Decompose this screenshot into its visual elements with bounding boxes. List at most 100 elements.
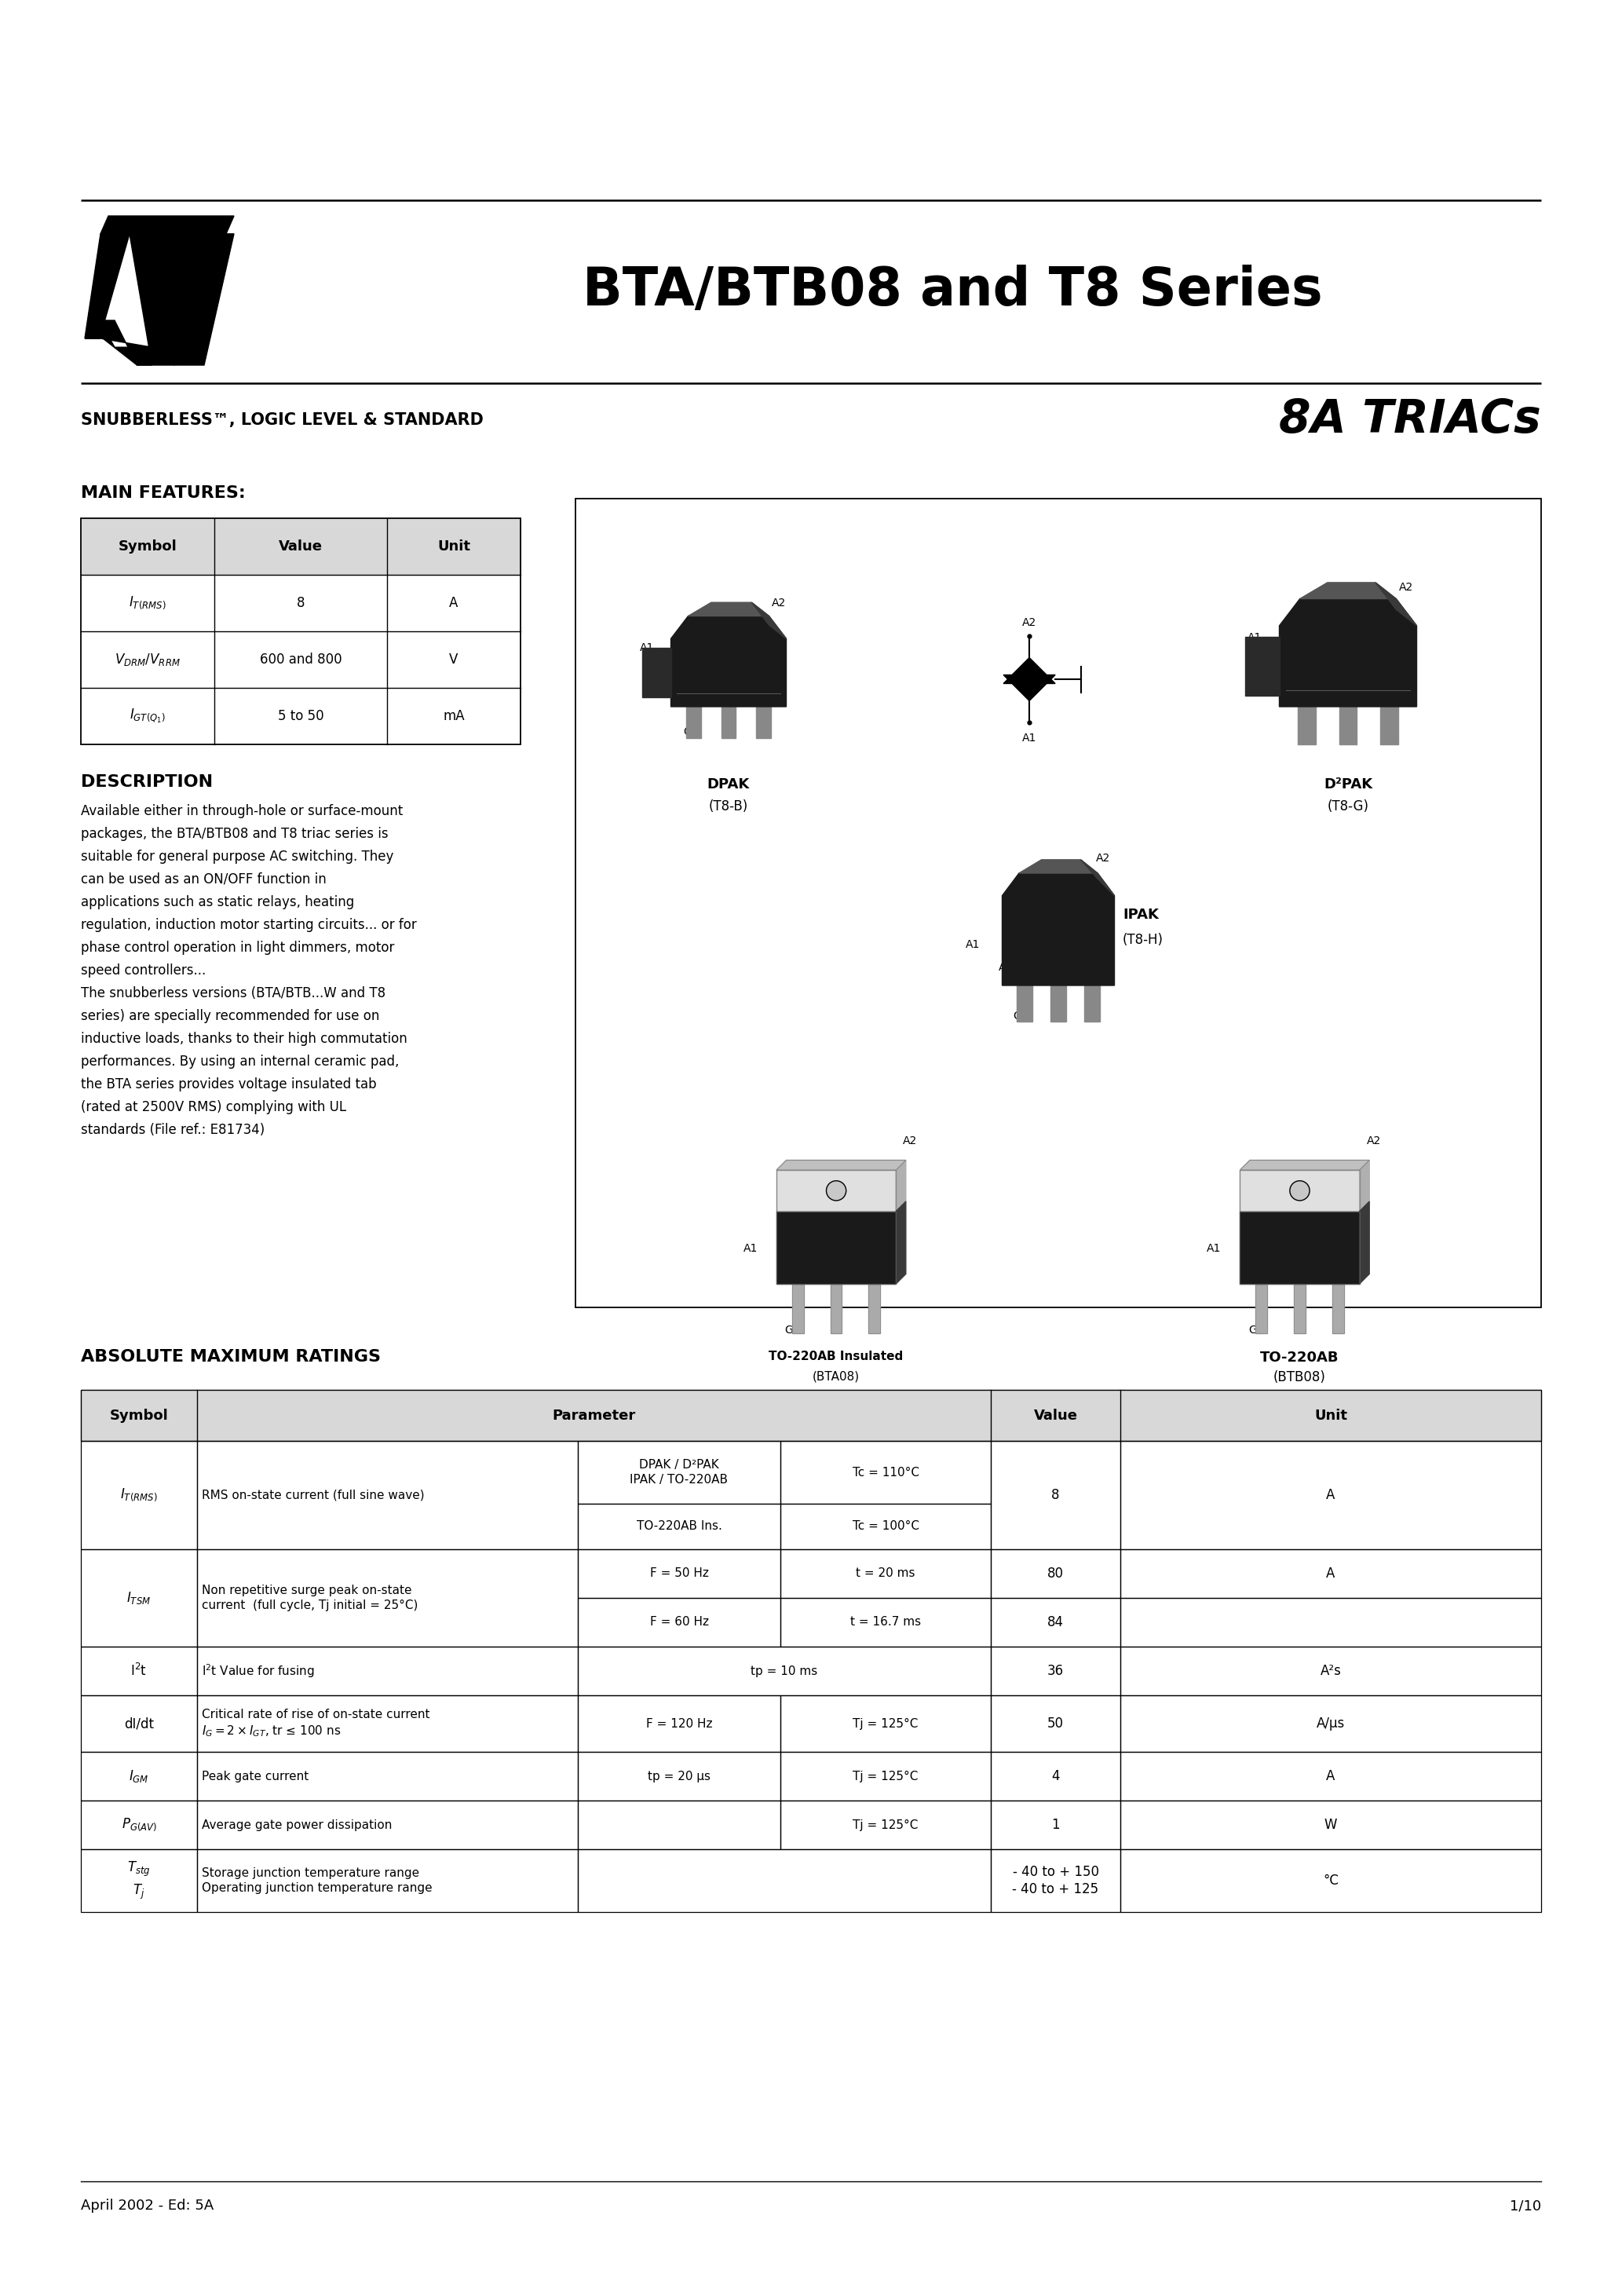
Text: 600 and 800: 600 and 800	[260, 652, 342, 666]
Bar	[81, 519, 521, 744]
Bar	[196, 1694, 577, 1752]
Bar	[577, 1442, 780, 1504]
Text: D²PAK: D²PAK	[1324, 778, 1372, 792]
Text: Available either in through-hole or surface-mount: Available either in through-hole or surf…	[81, 804, 402, 817]
Polygon shape	[1004, 657, 1056, 684]
Bar	[81, 1550, 196, 1646]
Text: Tj = 125°C: Tj = 125°C	[853, 1770, 918, 1782]
Text: A2: A2	[783, 1265, 795, 1274]
Text: A2: A2	[999, 962, 1011, 974]
Bar	[1121, 1550, 1541, 1598]
Bar	[577, 1694, 780, 1752]
Bar	[780, 1598, 991, 1646]
Bar	[196, 1752, 577, 1800]
Text: G: G	[1249, 1325, 1257, 1336]
Polygon shape	[688, 602, 769, 615]
Text: Unit: Unit	[438, 540, 470, 553]
Text: 5 to 50: 5 to 50	[277, 709, 324, 723]
Text: A2: A2	[1022, 618, 1036, 629]
Text: (T8-B): (T8-B)	[709, 799, 748, 813]
Text: SNUBBERLESS™, LOGIC LEVEL & STANDARD: SNUBBERLESS™, LOGIC LEVEL & STANDARD	[81, 413, 483, 427]
Polygon shape	[895, 1159, 905, 1212]
Text: Value: Value	[1033, 1407, 1077, 1424]
Bar	[81, 1800, 196, 1848]
Text: DESCRIPTION: DESCRIPTION	[81, 774, 212, 790]
Text: Tc = 110°C: Tc = 110°C	[852, 1467, 920, 1479]
Bar	[577, 1646, 991, 1694]
Polygon shape	[1239, 1171, 1359, 1212]
Text: RMS on-state current (full sine wave): RMS on-state current (full sine wave)	[201, 1490, 425, 1502]
Polygon shape	[1332, 1283, 1343, 1334]
Text: F = 120 Hz: F = 120 Hz	[646, 1717, 712, 1729]
Text: applications such as static relays, heating: applications such as static relays, heat…	[81, 895, 354, 909]
Text: G: G	[1014, 1010, 1022, 1022]
Polygon shape	[777, 1212, 895, 1283]
Text: TO-220AB Insulated: TO-220AB Insulated	[769, 1350, 903, 1362]
Text: - 40 to + 150
- 40 to + 125: - 40 to + 150 - 40 to + 125	[1012, 1864, 1098, 1896]
Text: 84: 84	[1048, 1614, 1064, 1630]
Text: $T_{stg}$
$T_j$: $T_{stg}$ $T_j$	[127, 1860, 151, 1901]
Polygon shape	[1004, 675, 1056, 700]
Polygon shape	[895, 1201, 905, 1283]
Polygon shape	[1246, 636, 1280, 696]
Text: speed controllers...: speed controllers...	[81, 964, 206, 978]
Text: $I_{GT(Q_1)}$: $I_{GT(Q_1)}$	[130, 707, 165, 726]
Text: $\mathregular{I^2t}$ Value for fusing: $\mathregular{I^2t}$ Value for fusing	[201, 1662, 315, 1678]
Text: 8: 8	[297, 597, 305, 611]
Text: TO-220AB: TO-220AB	[1260, 1350, 1340, 1364]
Polygon shape	[1051, 985, 1066, 1022]
Text: °C: °C	[1324, 1874, 1338, 1887]
Text: Critical rate of rise of on-state current
$I_G = 2 \times I_{GT}$, tr ≤ 100 ns: Critical rate of rise of on-state curren…	[201, 1708, 430, 1738]
Text: packages, the BTA/BTB08 and T8 triac series is: packages, the BTA/BTB08 and T8 triac ser…	[81, 827, 388, 840]
Text: R: R	[190, 349, 195, 358]
Bar	[196, 1442, 577, 1550]
Bar	[81, 1389, 1541, 1442]
Polygon shape	[1239, 1159, 1369, 1171]
Text: (T8-H): (T8-H)	[1122, 932, 1163, 946]
Text: A1: A1	[965, 939, 980, 951]
Bar	[577, 1598, 780, 1646]
Bar	[780, 1800, 991, 1848]
Bar	[991, 1598, 1121, 1646]
Bar	[1121, 1848, 1541, 1913]
Text: A2: A2	[1096, 852, 1111, 863]
Text: $I_{GM}$: $I_{GM}$	[128, 1768, 149, 1784]
Bar	[577, 1848, 991, 1913]
Polygon shape	[101, 216, 234, 234]
Text: A2: A2	[1285, 668, 1298, 677]
Text: F = 50 Hz: F = 50 Hz	[650, 1568, 709, 1580]
Text: 1/10: 1/10	[1510, 2200, 1541, 2213]
Bar	[780, 1752, 991, 1800]
Text: V: V	[449, 652, 459, 666]
Text: A1: A1	[1022, 732, 1036, 744]
Text: Unit: Unit	[1314, 1407, 1348, 1424]
Bar	[1121, 1694, 1541, 1752]
Bar	[1121, 1752, 1541, 1800]
Text: 80: 80	[1048, 1566, 1064, 1580]
Text: BTA/BTB08 and T8 Series: BTA/BTB08 and T8 Series	[582, 264, 1322, 317]
Text: tp = 20 µs: tp = 20 µs	[647, 1770, 710, 1782]
Polygon shape	[1380, 705, 1398, 744]
Text: A: A	[1327, 1770, 1335, 1784]
Text: $P_{G(AV)}$: $P_{G(AV)}$	[122, 1816, 157, 1832]
Bar	[577, 1550, 780, 1598]
Bar	[780, 1504, 991, 1550]
Polygon shape	[84, 234, 130, 338]
Text: t = 16.7 ms: t = 16.7 ms	[850, 1616, 921, 1628]
Bar	[196, 1646, 577, 1694]
Text: Tc = 100°C: Tc = 100°C	[852, 1520, 920, 1531]
Bar	[780, 1442, 991, 1504]
Bar	[81, 1694, 196, 1752]
Text: A/µs: A/µs	[1317, 1717, 1345, 1731]
Polygon shape	[722, 705, 736, 737]
Text: Symbol: Symbol	[118, 540, 177, 553]
Polygon shape	[1298, 705, 1315, 744]
Bar	[991, 1848, 1121, 1913]
Text: dI/dt: dI/dt	[123, 1717, 154, 1731]
Polygon shape	[1359, 1201, 1369, 1283]
Text: DPAK: DPAK	[707, 778, 749, 792]
Text: inductive loads, thanks to their high commutation: inductive loads, thanks to their high co…	[81, 1031, 407, 1047]
Text: $I_{T(RMS)}$: $I_{T(RMS)}$	[128, 595, 167, 611]
Bar	[81, 519, 521, 574]
Polygon shape	[1280, 599, 1416, 707]
